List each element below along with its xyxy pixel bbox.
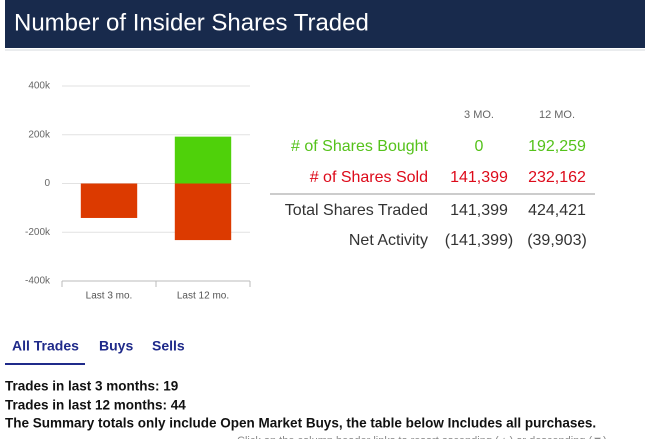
bar: [80, 183, 138, 218]
note: Trades in last 3 months: 19: [5, 379, 178, 394]
row-label: Net Activity: [349, 232, 428, 249]
notes: Trades in last 3 months: 19 Trades in las…: [5, 379, 610, 439]
bar: [174, 183, 232, 241]
hint: Click on the column header links to reso…: [237, 435, 610, 439]
cell: (141,399): [445, 232, 514, 249]
column-header: 3 MO.: [464, 109, 494, 121]
y-tick-label: -400k: [25, 276, 51, 287]
cell: (39,903): [527, 232, 587, 249]
y-tick-label: 200k: [28, 129, 51, 140]
y-tick-label: -200k: [25, 227, 51, 238]
x-tick-label: Last 12 mo.: [177, 291, 229, 302]
summary-table: 3 MO. 12 MO. # of Shares Bought 0 192,259 # o…: [285, 109, 587, 249]
row-label: Total Shares Traded: [285, 202, 428, 219]
cell: 141,399: [450, 202, 508, 219]
row-label: # of Shares Bought: [291, 138, 429, 155]
cell: 141,399: [450, 169, 508, 186]
tab[interactable]: All Trades: [12, 338, 79, 354]
bar: [174, 136, 232, 184]
note: Trades in last 12 months: 44: [5, 398, 186, 413]
tabs: All Trades Buys Sells: [12, 338, 185, 354]
row-label: # of Shares Sold: [310, 169, 428, 186]
tab[interactable]: Buys: [99, 338, 133, 354]
cell: 192,259: [528, 138, 586, 155]
cell: 232,162: [528, 169, 586, 186]
note: The Summary totals only include Open Mar…: [5, 416, 596, 431]
cell: 424,421: [528, 202, 586, 219]
cell: 0: [475, 138, 484, 155]
x-tick-label: Last 3 mo.: [86, 291, 133, 302]
chart: -400k -200k 0 200k 400k Last 3 mo. Last 12 mo.: [25, 81, 251, 302]
header-title: Number of Insider Shares Traded: [14, 9, 369, 36]
y-tick-label: 400k: [28, 81, 51, 92]
y-tick-label: 0: [44, 178, 50, 189]
tab[interactable]: Sells: [152, 338, 185, 354]
column-header: 12 MO.: [539, 109, 575, 121]
header-bar: [5, 0, 645, 48]
